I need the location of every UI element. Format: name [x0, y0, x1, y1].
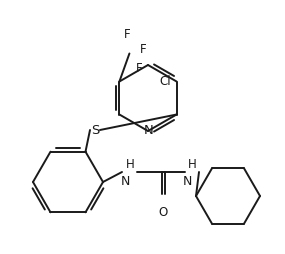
Text: F: F — [135, 62, 142, 75]
Text: F: F — [124, 27, 131, 40]
Text: N: N — [182, 175, 192, 188]
Text: H: H — [126, 158, 134, 171]
Text: O: O — [158, 206, 168, 219]
Text: N: N — [144, 124, 154, 137]
Text: S: S — [91, 123, 99, 136]
Text: Cl: Cl — [159, 75, 171, 88]
Text: F: F — [139, 43, 146, 56]
Text: H: H — [188, 158, 196, 171]
Text: N: N — [120, 175, 130, 188]
